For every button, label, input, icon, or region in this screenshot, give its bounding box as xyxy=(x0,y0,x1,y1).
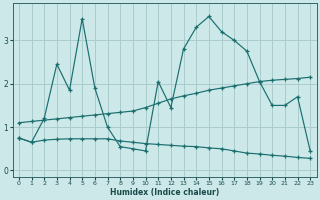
X-axis label: Humidex (Indice chaleur): Humidex (Indice chaleur) xyxy=(110,188,219,197)
